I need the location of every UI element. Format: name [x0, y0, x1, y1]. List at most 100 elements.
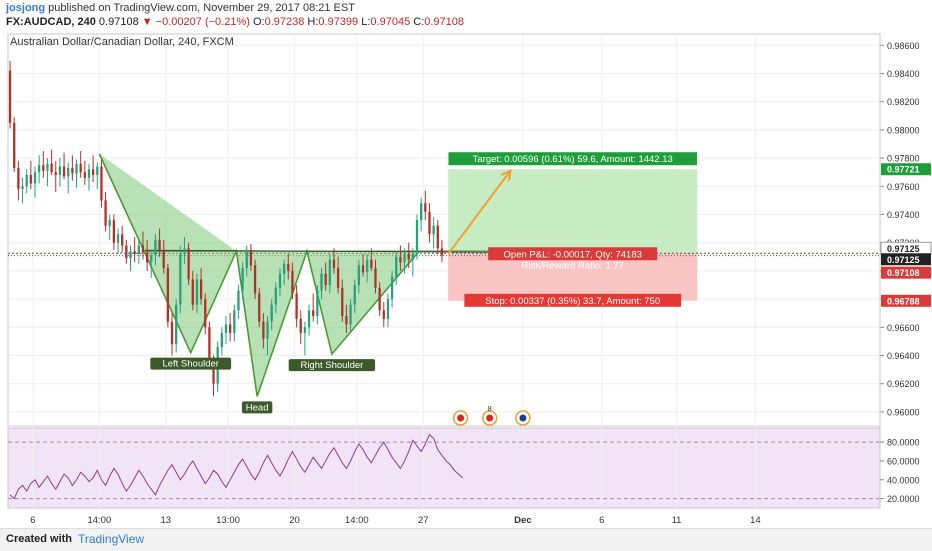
created-with-text: Created with [6, 533, 73, 545]
candle-body [258, 293, 261, 322]
candle-body [245, 249, 248, 269]
change-down-icon: ▼ [141, 16, 153, 28]
price-chart[interactable]: Left Shoulder Head Right Shoulder Target: 0… [0, 32, 932, 528]
pattern-label: Left Shoulder [162, 359, 219, 370]
candle-body [195, 279, 199, 305]
pattern-label-bg [241, 401, 273, 414]
candle-body [175, 304, 178, 345]
author-name[interactable]: josjong [6, 2, 46, 14]
arrow-head [500, 169, 512, 181]
candle-body [71, 167, 74, 174]
chart-frame[interactable]: Left Shoulder Head Right Shoulder Target: 0… [0, 32, 932, 528]
price-tick-label: 0.97800 [887, 154, 920, 164]
candle-body [262, 321, 265, 339]
time-tick-label: 6 [30, 515, 35, 526]
time-tick-label: 14:00 [87, 515, 111, 526]
candle-body [162, 251, 165, 269]
candle-body [150, 255, 153, 263]
candle-body [274, 287, 277, 305]
tradingview-logo[interactable]: TradingView [78, 532, 145, 546]
candle-body [282, 263, 286, 274]
candle-body [436, 225, 439, 249]
price-tick-label: 0.96200 [887, 379, 920, 389]
candle-body [287, 263, 290, 271]
candle-body [332, 259, 336, 269]
price-marker-bg [881, 294, 931, 307]
price-tick-label: 0.98600 [887, 41, 920, 51]
price-tick-label: 0.96400 [887, 351, 920, 361]
time-tick-label: 27 [418, 515, 429, 526]
candle-body [249, 249, 253, 266]
candle-body [191, 279, 194, 305]
candle-body [112, 220, 116, 243]
candle-body [204, 299, 207, 328]
candle-body [386, 299, 390, 319]
candle-body [62, 166, 66, 177]
price-tick-label: 0.98000 [887, 125, 920, 135]
candle-body [183, 248, 186, 254]
rr-label: Risk/Reward Ratio: 1.77 [522, 260, 624, 271]
close-label: C: [413, 16, 425, 28]
candle-body [299, 318, 302, 333]
publication-line: josjong published on TradingView.com, No… [6, 2, 355, 14]
price-marker-bg [881, 163, 931, 176]
symbol-quote-line: FX:AUDCAD, 240 0.97108 ▼ −0.00207 (−0.21… [6, 16, 464, 28]
candle-body [424, 203, 427, 212]
candle-body [349, 304, 352, 325]
event-count: 8 [488, 406, 492, 413]
candle-body [21, 186, 24, 190]
candle-body [316, 290, 319, 317]
pattern-label: Head [246, 402, 269, 413]
candle-body [382, 310, 385, 319]
candle-body [241, 268, 244, 291]
stop-zone [448, 253, 698, 301]
rsi-tick-label: 20.0000 [887, 494, 920, 504]
flag-canada-icon-mark [486, 414, 494, 422]
rsi-tick-label: 60.0000 [887, 456, 920, 466]
candle-body [341, 287, 344, 317]
candle-body [179, 253, 182, 305]
footer: Created with TradingView [0, 528, 932, 551]
candle-body [166, 268, 170, 322]
pattern-label: Right Shoulder [300, 360, 363, 371]
candle-body [353, 284, 356, 305]
candle-body [224, 324, 228, 333]
candle-body [83, 172, 86, 178]
candle-body [266, 321, 269, 339]
candle-body [278, 273, 282, 288]
candle-body [13, 122, 16, 168]
candle-body [104, 200, 107, 226]
price-marker-label: 0.96788 [887, 296, 920, 306]
time-tick-label: 14:00 [345, 515, 369, 526]
candle-body [8, 70, 12, 123]
pnl-label-bg [488, 247, 658, 261]
price-marker-label: 0.97108 [887, 268, 920, 278]
last-price: 0.97108 [98, 16, 139, 28]
time-tick-label: Dec [514, 515, 531, 526]
candle-body [399, 256, 402, 263]
candle-body [345, 316, 348, 325]
chart-title: Australian Dollar/Canadian Dollar, 240, … [10, 36, 234, 48]
candle-body [390, 276, 394, 300]
candle-body [366, 259, 369, 273]
candle-body [303, 327, 307, 333]
candle-body [361, 265, 365, 273]
left-shoulder-fill [99, 153, 237, 353]
symbol-name[interactable]: FX:AUDCAD, 240 [6, 16, 96, 28]
candle-body [50, 163, 53, 173]
candle-body [17, 167, 20, 190]
candle-body [54, 172, 57, 176]
candle-body [237, 290, 240, 311]
candle-body [432, 225, 435, 235]
candle-body [395, 256, 398, 277]
candle-body [403, 253, 406, 263]
candle-body [38, 165, 41, 173]
candle-body [270, 304, 273, 322]
candle-body [199, 279, 203, 300]
target-label-bg [448, 152, 697, 166]
stop-label-bg [464, 293, 682, 307]
low-label: L: [361, 16, 371, 28]
flag-australia-icon-mark [519, 414, 527, 422]
rsi-line [9, 433, 464, 500]
price-marker-bg [881, 266, 931, 279]
